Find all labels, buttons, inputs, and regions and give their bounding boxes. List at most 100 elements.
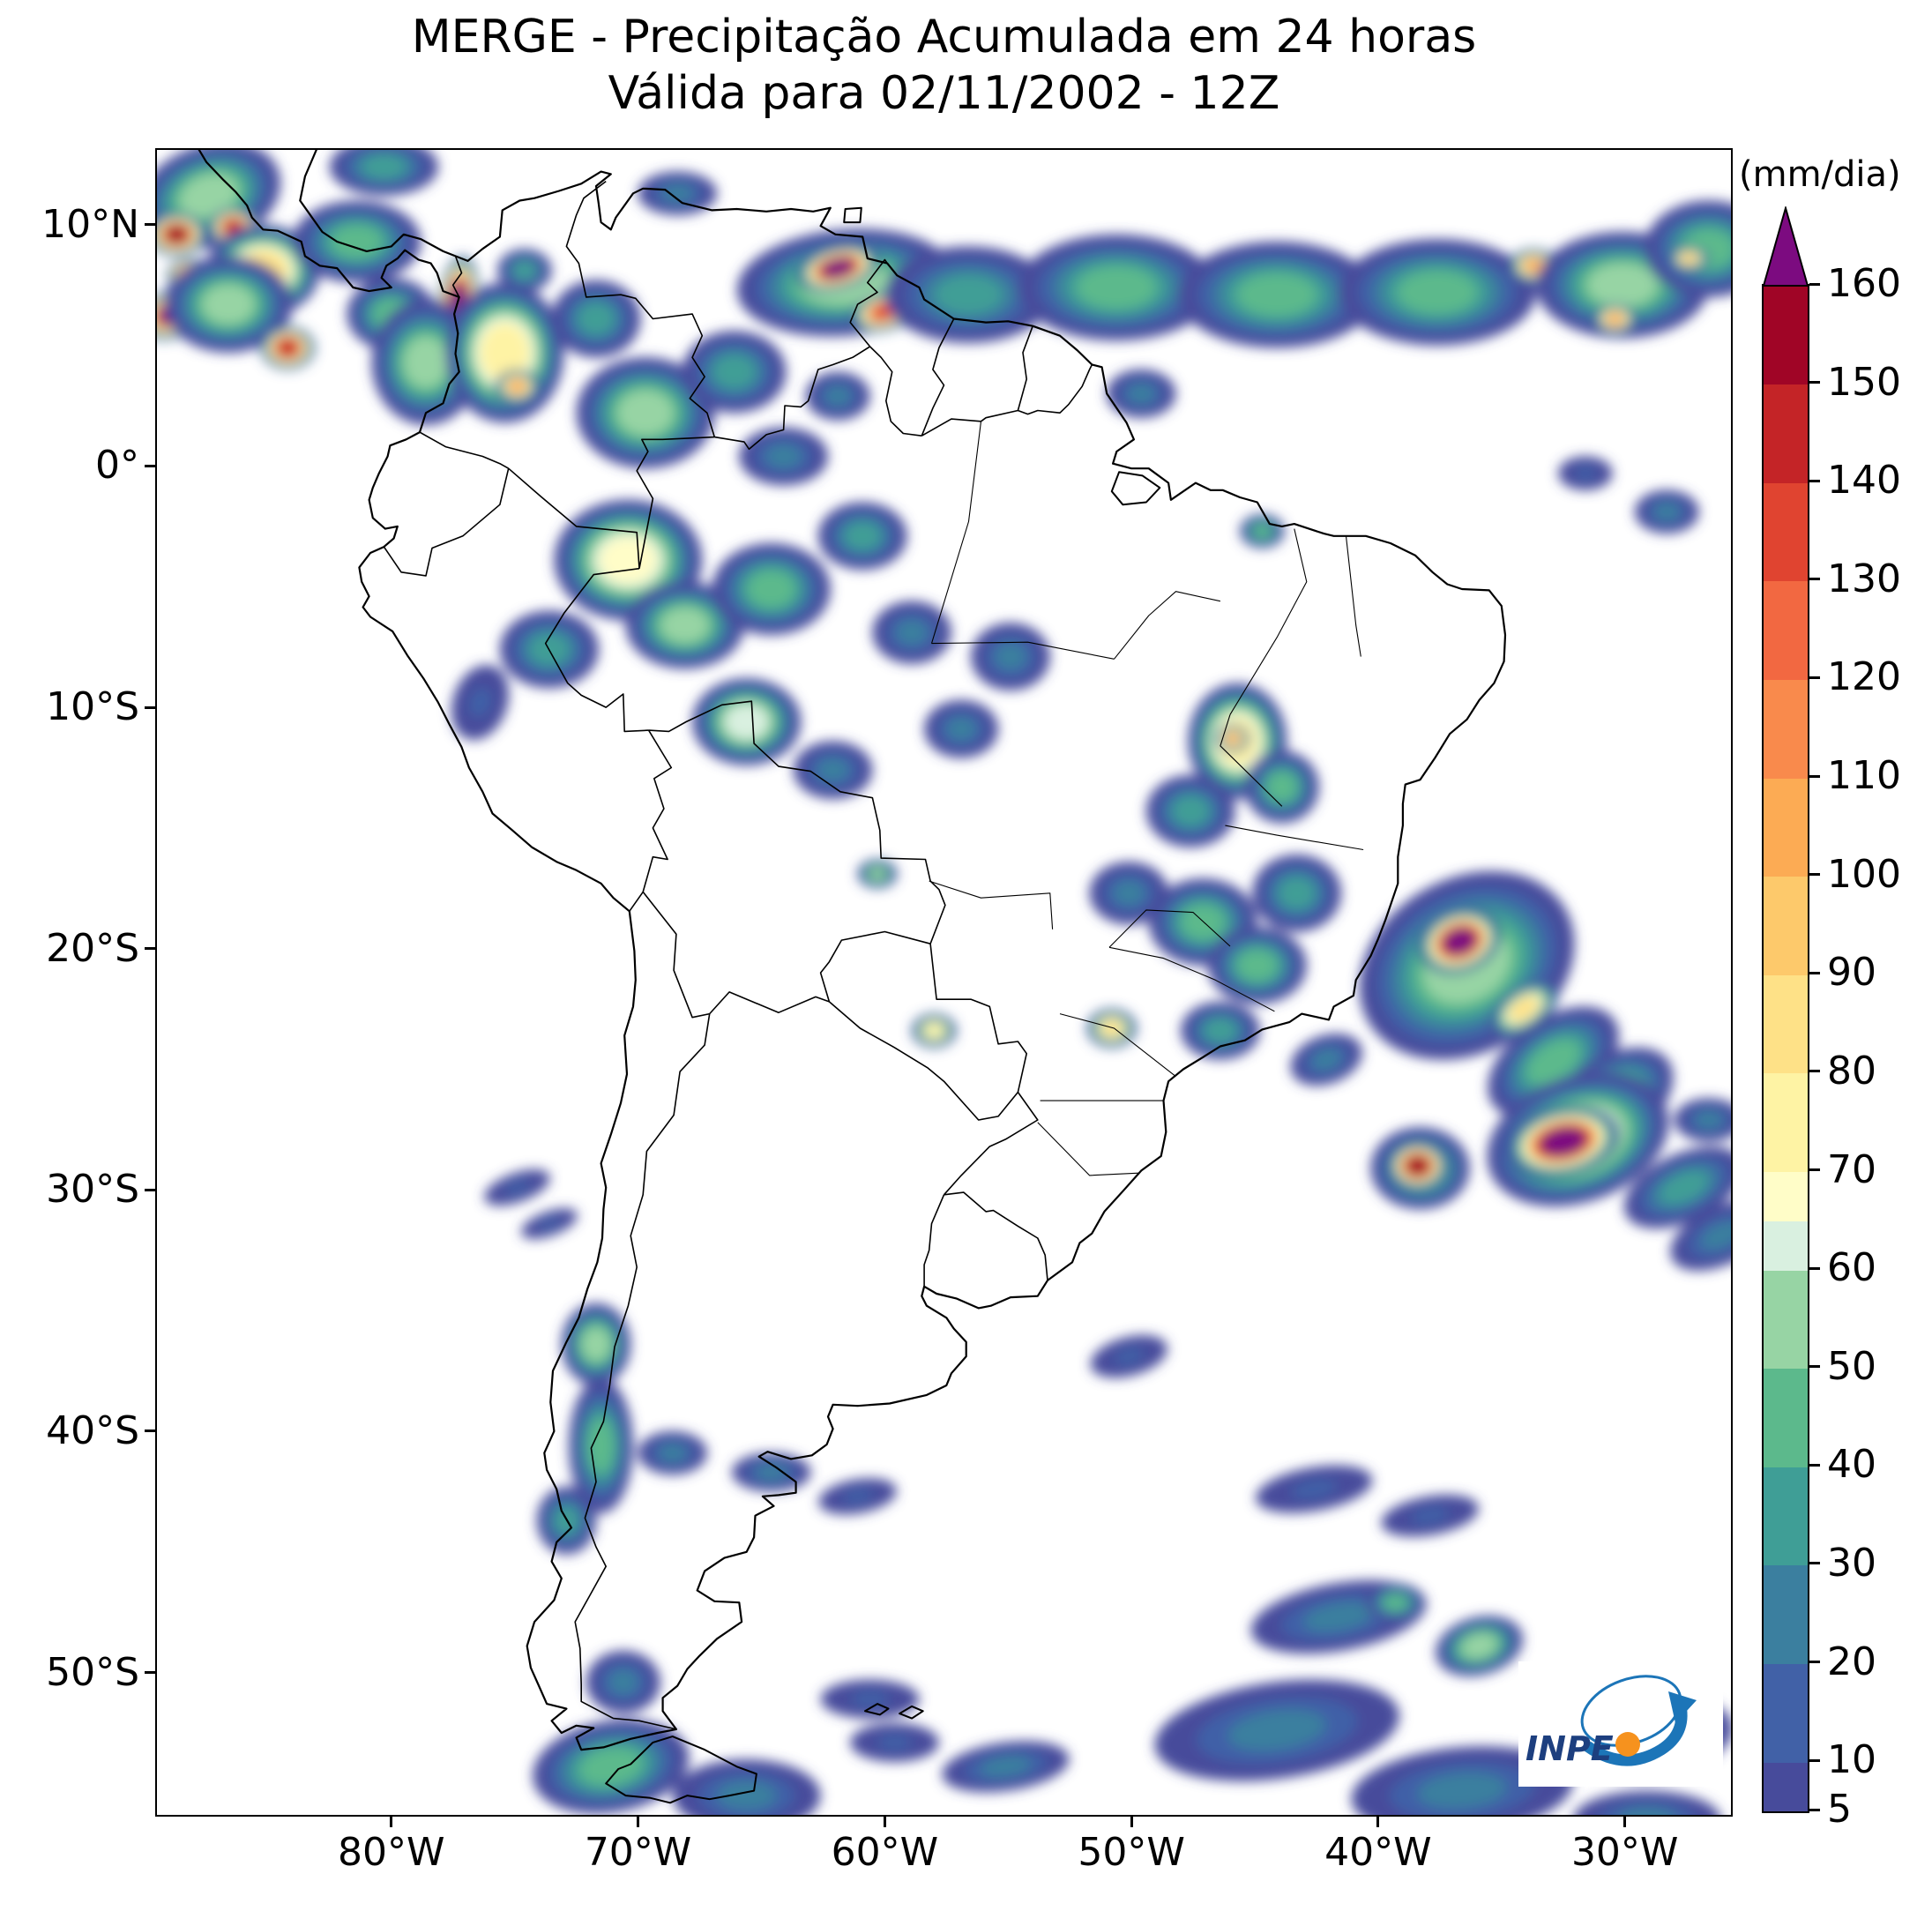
precip-contour	[588, 1418, 615, 1473]
y-tick-mark	[145, 464, 156, 467]
precip-contour	[1526, 1040, 1580, 1085]
colorbar-tick-label: 160	[1827, 261, 1901, 306]
country-border	[921, 364, 1093, 437]
state-border	[1229, 528, 1308, 715]
y-tick-label: 10°N	[41, 201, 139, 247]
precip-contour	[180, 174, 238, 218]
precip-contour	[579, 1747, 643, 1786]
colorbar-tick-label: 40	[1827, 1442, 1876, 1488]
state-border	[1059, 1013, 1176, 1078]
country-border	[1017, 325, 1033, 411]
country-border	[451, 256, 463, 298]
colorbar-segment	[1764, 1072, 1808, 1172]
y-tick-mark	[145, 1188, 156, 1191]
country-border	[419, 431, 510, 469]
colorbar-segment	[1764, 876, 1808, 975]
colorbar-tick-mark	[1809, 676, 1820, 679]
colorbar-tick-label: 30	[1827, 1540, 1876, 1586]
precip-contour	[578, 303, 615, 334]
colorbar-tick-label: 50	[1827, 1343, 1876, 1389]
precip-contour	[869, 868, 885, 880]
colorbar-tick-label: 80	[1827, 1048, 1876, 1094]
state-border	[1345, 535, 1361, 657]
x-tick-label: 70°W	[584, 1830, 692, 1875]
precip-contour	[1101, 1020, 1123, 1036]
country-border	[923, 1194, 945, 1287]
precip-contour	[1524, 258, 1544, 272]
precip-contour	[608, 1669, 638, 1695]
precip-contour	[1510, 997, 1538, 1021]
precip-contour	[362, 155, 406, 179]
precip-contour	[876, 1735, 913, 1751]
country-border	[819, 930, 931, 1003]
precip-contour	[765, 444, 802, 468]
colorbar-tick-label: 150	[1827, 359, 1901, 405]
precip-contour	[1173, 796, 1209, 826]
precip-contour	[1398, 271, 1477, 314]
colorbar-tick-label: 100	[1827, 851, 1901, 897]
colorbar-segment	[1764, 1467, 1808, 1566]
colorbar-tick-mark	[1809, 479, 1820, 482]
x-tick-mark	[390, 1816, 393, 1827]
state-border	[930, 421, 982, 644]
precip-contour	[1113, 1347, 1145, 1365]
y-tick-label: 0°	[95, 443, 139, 489]
precip-contour	[1311, 1049, 1341, 1071]
precip-contour	[1077, 265, 1157, 310]
colorbar-tick-mark	[1809, 1463, 1820, 1467]
y-tick-label: 40°S	[46, 1407, 139, 1453]
state-border	[1108, 909, 1231, 948]
country-border	[574, 1013, 711, 1730]
precip-contour	[1700, 1221, 1731, 1250]
state-border	[1225, 825, 1364, 851]
x-tick-label: 40°W	[1324, 1830, 1432, 1875]
x-tick-mark	[1623, 1816, 1627, 1827]
country-border	[943, 1092, 1039, 1196]
precip-contour	[1461, 1633, 1497, 1659]
inpe-arrow-head	[1668, 1691, 1697, 1723]
colorbar-segment	[1764, 1762, 1808, 1811]
island-outline	[899, 1705, 924, 1720]
country-border	[648, 700, 946, 944]
colorbar-tick-label: 5	[1827, 1787, 1852, 1832]
precip-contour	[1410, 1507, 1450, 1525]
precip-contour	[946, 717, 976, 741]
precip-contour	[1253, 524, 1272, 538]
precip-contour	[1574, 467, 1597, 481]
colorbar-tick-label: 130	[1827, 556, 1901, 601]
country-border	[714, 346, 871, 451]
state-border	[1114, 591, 1221, 660]
country-border	[921, 318, 955, 437]
x-tick-label: 50°W	[1078, 1830, 1185, 1875]
map-plot: INPE	[155, 148, 1733, 1817]
precip-contour	[1227, 1710, 1326, 1751]
state-border	[931, 641, 1115, 660]
precip-contour	[481, 325, 529, 381]
precip-contour	[1620, 1808, 1675, 1815]
y-tick-mark	[145, 1430, 156, 1433]
x-tick-label: 30°W	[1570, 1830, 1679, 1875]
colorbar-tick-mark	[1809, 1562, 1820, 1565]
precip-contour	[845, 522, 881, 550]
precip-contour	[850, 1691, 890, 1707]
precip-contour	[598, 535, 658, 585]
colorbar-segment	[1764, 482, 1808, 582]
precip-contour	[1587, 264, 1658, 307]
precip-contour	[841, 1489, 874, 1504]
inpe-orbit-ellipse	[1580, 1675, 1682, 1747]
y-tick-label: 20°S	[46, 925, 139, 971]
precip-contour	[661, 184, 694, 203]
country-border	[929, 944, 1027, 1093]
colorbar-tick-mark	[1809, 1758, 1820, 1762]
precip-contour	[1443, 928, 1476, 955]
y-tick-mark	[145, 1671, 156, 1675]
colorbar-tick-label: 90	[1827, 950, 1876, 996]
colorbar-extend-arrow-shape	[1762, 206, 1809, 287]
country-border	[383, 468, 510, 577]
country-border	[544, 567, 649, 733]
coastline	[198, 150, 1507, 1751]
precipitation-map-svg	[157, 150, 1731, 1815]
figure-subtitle: Válida para 02/11/2002 - 12Z	[608, 67, 1280, 120]
colorbar-tick-mark	[1809, 1070, 1820, 1073]
colorbar-segment	[1764, 384, 1808, 483]
